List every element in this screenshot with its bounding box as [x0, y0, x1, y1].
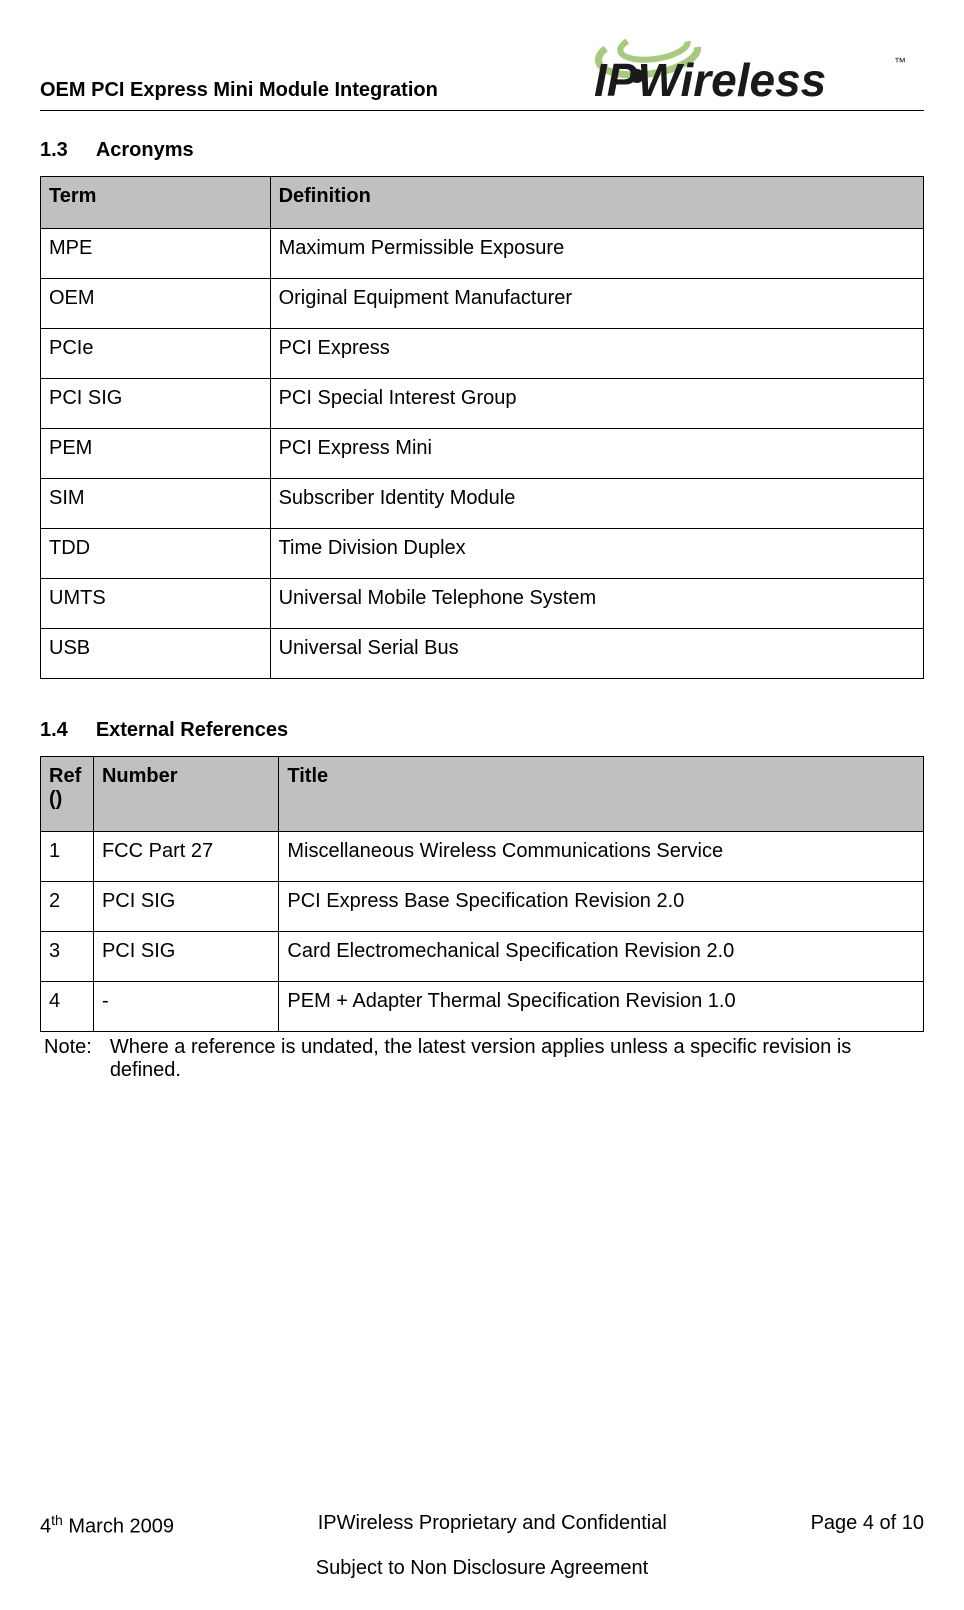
cell: PCI Express Base Specification Revision …: [279, 882, 924, 932]
cell: PCIe: [41, 329, 271, 379]
cell: 2: [41, 882, 94, 932]
cell: PCI SIG: [41, 379, 271, 429]
footer-date: 4th March 2009: [40, 1512, 174, 1539]
date-day: 4: [40, 1516, 51, 1538]
cell: Card Electromechanical Specification Rev…: [279, 932, 924, 982]
table-row: PCIePCI Express: [41, 329, 924, 379]
cell: MPE: [41, 229, 271, 279]
cell: PCI Special Interest Group: [270, 379, 923, 429]
date-rest: March 2009: [63, 1516, 174, 1538]
cell: Miscellaneous Wireless Communications Se…: [279, 832, 924, 882]
cell: PCI SIG: [93, 882, 278, 932]
table-row: TDDTime Division Duplex: [41, 529, 924, 579]
col-title: Title: [279, 757, 924, 832]
table-row: SIMSubscriber Identity Module: [41, 479, 924, 529]
table-row: PEMPCI Express Mini: [41, 429, 924, 479]
col-number: Number: [93, 757, 278, 832]
cell: 1: [41, 832, 94, 882]
document-page: OEM PCI Express Mini Module Integration …: [0, 0, 964, 1610]
footer-nda: Subject to Non Disclosure Agreement: [40, 1557, 924, 1580]
cell: PEM + Adapter Thermal Specification Revi…: [279, 982, 924, 1032]
cell: TDD: [41, 529, 271, 579]
section-heading-acronyms: 1.3 Acronyms: [40, 139, 924, 162]
cell: Universal Serial Bus: [270, 629, 923, 679]
cell: SIM: [41, 479, 271, 529]
cell: UMTS: [41, 579, 271, 629]
col-term: Term: [41, 177, 271, 229]
cell: Maximum Permissible Exposure: [270, 229, 923, 279]
cell: OEM: [41, 279, 271, 329]
cell: Universal Mobile Telephone System: [270, 579, 923, 629]
table-row: UMTSUniversal Mobile Telephone System: [41, 579, 924, 629]
table-row: 1FCC Part 27Miscellaneous Wireless Commu…: [41, 832, 924, 882]
svg-text:IPWireless: IPWireless: [594, 54, 826, 106]
cell: -: [93, 982, 278, 1032]
table-header-row: Term Definition: [41, 177, 924, 229]
cell: Subscriber Identity Module: [270, 479, 923, 529]
footer-confidential: IPWireless Proprietary and Confidential: [318, 1512, 667, 1539]
table-row: MPEMaximum Permissible Exposure: [41, 229, 924, 279]
cell: 4: [41, 982, 94, 1032]
doc-title: OEM PCI Express Mini Module Integration: [40, 79, 438, 108]
svg-text:™: ™: [894, 55, 906, 69]
page-footer: 4th March 2009 IPWireless Proprietary an…: [40, 1512, 924, 1580]
cell: USB: [41, 629, 271, 679]
logo-ipwireless: IPWireless ™: [594, 30, 924, 108]
page-header: OEM PCI Express Mini Module Integration …: [40, 30, 924, 111]
cell: Original Equipment Manufacturer: [270, 279, 923, 329]
col-ref: Ref (): [41, 757, 94, 832]
section-title: Acronyms: [96, 139, 194, 162]
acronyms-table: Term Definition MPEMaximum Permissible E…: [40, 176, 924, 679]
cell: 3: [41, 932, 94, 982]
table-row: PCI SIGPCI Special Interest Group: [41, 379, 924, 429]
col-definition: Definition: [270, 177, 923, 229]
table-row: 2PCI SIGPCI Express Base Specification R…: [41, 882, 924, 932]
cell: Time Division Duplex: [270, 529, 923, 579]
table-header-row: Ref () Number Title: [41, 757, 924, 832]
references-note: Note: Where a reference is undated, the …: [40, 1036, 924, 1082]
section-title: External References: [96, 719, 288, 742]
date-ordinal: th: [51, 1512, 63, 1528]
table-row: OEMOriginal Equipment Manufacturer: [41, 279, 924, 329]
table-row: USBUniversal Serial Bus: [41, 629, 924, 679]
footer-page-number: Page 4 of 10: [811, 1512, 924, 1539]
cell: PEM: [41, 429, 271, 479]
section-heading-refs: 1.4 External References: [40, 719, 924, 742]
note-text: Where a reference is undated, the latest…: [110, 1036, 924, 1082]
cell: PCI Express: [270, 329, 923, 379]
cell: PCI SIG: [93, 932, 278, 982]
table-row: 4-PEM + Adapter Thermal Specification Re…: [41, 982, 924, 1032]
references-table: Ref () Number Title 1FCC Part 27Miscella…: [40, 756, 924, 1032]
note-label: Note:: [44, 1036, 92, 1082]
section-number: 1.3: [40, 139, 68, 162]
section-number: 1.4: [40, 719, 68, 742]
cell: FCC Part 27: [93, 832, 278, 882]
footer-line-1: 4th March 2009 IPWireless Proprietary an…: [40, 1512, 924, 1539]
table-row: 3PCI SIGCard Electromechanical Specifica…: [41, 932, 924, 982]
cell: PCI Express Mini: [270, 429, 923, 479]
